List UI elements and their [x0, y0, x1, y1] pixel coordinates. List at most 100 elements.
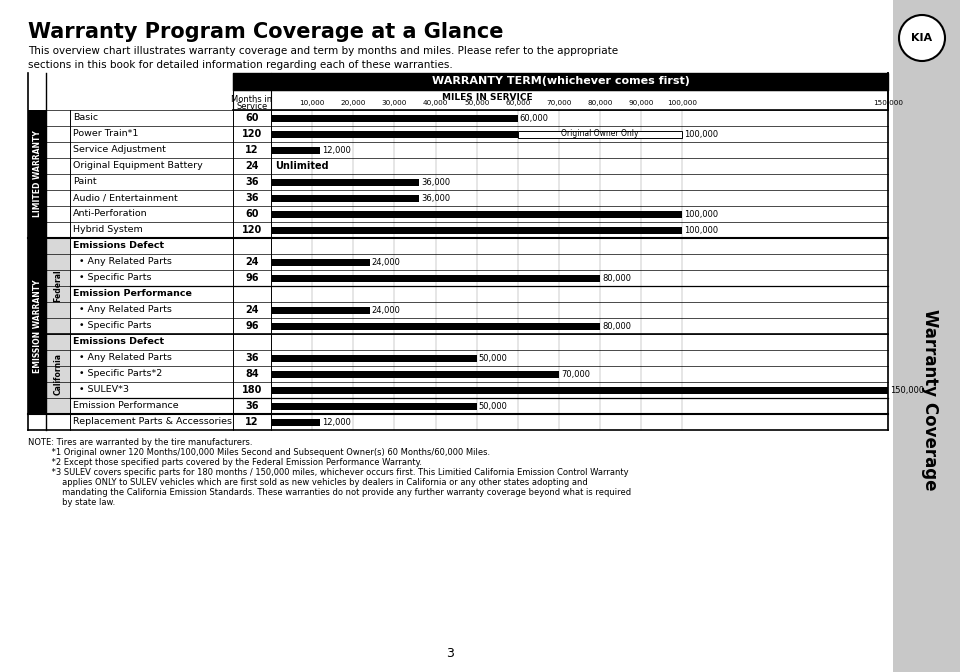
Text: by state law.: by state law.: [28, 498, 115, 507]
Text: 60: 60: [245, 209, 259, 219]
Bar: [893, 0, 960, 672]
Text: 20,000: 20,000: [341, 100, 366, 106]
Text: 12,000: 12,000: [323, 146, 351, 155]
Text: 24,000: 24,000: [372, 306, 400, 314]
Text: 50,000: 50,000: [464, 100, 490, 106]
Text: Basic: Basic: [73, 114, 98, 122]
Bar: [271, 146, 321, 153]
Text: 70,000: 70,000: [561, 370, 590, 378]
Text: 24: 24: [245, 257, 259, 267]
Bar: [271, 194, 420, 202]
Text: 80,000: 80,000: [602, 321, 631, 331]
Text: LIMITED WARRANTY: LIMITED WARRANTY: [33, 130, 41, 217]
Text: • Specific Parts: • Specific Parts: [73, 321, 152, 331]
Text: 100,000: 100,000: [684, 210, 718, 218]
Text: Original Owner Only: Original Owner Only: [562, 130, 638, 138]
Text: 80,000: 80,000: [602, 274, 631, 282]
Text: Service Adjustment: Service Adjustment: [73, 146, 166, 155]
Bar: [46, 334, 70, 414]
Bar: [271, 130, 517, 138]
Text: • Any Related Parts: • Any Related Parts: [73, 306, 172, 314]
Bar: [271, 259, 370, 265]
Text: 24: 24: [245, 305, 259, 315]
Text: 96: 96: [245, 321, 259, 331]
Text: 24: 24: [245, 161, 259, 171]
Text: Anti-Perforation: Anti-Perforation: [73, 210, 148, 218]
Text: This overview chart illustrates warranty coverage and term by months and miles. : This overview chart illustrates warranty…: [28, 46, 618, 70]
Bar: [28, 238, 46, 414]
Text: 36,000: 36,000: [421, 194, 450, 202]
Text: 36: 36: [245, 193, 259, 203]
Text: 12,000: 12,000: [323, 417, 351, 427]
Text: Emission Performance: Emission Performance: [73, 401, 179, 411]
Bar: [233, 73, 888, 90]
Text: 40,000: 40,000: [422, 100, 448, 106]
Bar: [271, 114, 517, 122]
Bar: [271, 386, 888, 394]
Text: KIA: KIA: [911, 33, 932, 43]
Text: Emission Performance: Emission Performance: [73, 290, 192, 298]
Text: 96: 96: [245, 273, 259, 283]
Text: WARRANTY TERM(whichever comes first): WARRANTY TERM(whichever comes first): [432, 77, 689, 87]
Text: • Any Related Parts: • Any Related Parts: [73, 257, 172, 267]
Bar: [271, 370, 559, 378]
Text: • SULEV*3: • SULEV*3: [73, 386, 129, 394]
Bar: [271, 403, 477, 409]
Text: 60,000: 60,000: [505, 100, 531, 106]
Text: 50,000: 50,000: [479, 401, 508, 411]
Text: Federal: Federal: [54, 269, 62, 302]
Text: 100,000: 100,000: [684, 226, 718, 235]
Text: 80,000: 80,000: [588, 100, 612, 106]
Text: *3 SULEV covers specific parts for 180 months / 150,000 miles, whichever occurs : *3 SULEV covers specific parts for 180 m…: [28, 468, 629, 477]
Text: 30,000: 30,000: [382, 100, 407, 106]
Bar: [46, 238, 70, 334]
Text: 84: 84: [245, 369, 259, 379]
Text: 36: 36: [245, 353, 259, 363]
Text: Unlimited: Unlimited: [275, 161, 328, 171]
Bar: [271, 355, 477, 362]
Text: 50,000: 50,000: [479, 353, 508, 362]
Text: Paint: Paint: [73, 177, 97, 187]
Text: Emissions Defect: Emissions Defect: [73, 241, 164, 251]
Text: 12: 12: [245, 145, 259, 155]
Text: 90,000: 90,000: [629, 100, 654, 106]
Text: applies ONLY to SULEV vehicles which are first sold as new vehicles by dealers i: applies ONLY to SULEV vehicles which are…: [28, 478, 588, 487]
Text: Audio / Entertainment: Audio / Entertainment: [73, 194, 178, 202]
Bar: [271, 226, 683, 233]
Text: mandating the California Emission Standards. These warranties do not provide any: mandating the California Emission Standa…: [28, 488, 631, 497]
Text: *2 Except those specified parts covered by the Federal Emission Performance Warr: *2 Except those specified parts covered …: [28, 458, 422, 467]
Text: 100,000: 100,000: [684, 130, 718, 138]
Text: Original Equipment Battery: Original Equipment Battery: [73, 161, 203, 171]
Text: 12: 12: [245, 417, 259, 427]
Text: *1 Original owner 120 Months/100,000 Miles Second and Subsequent Owner(s) 60 Mon: *1 Original owner 120 Months/100,000 Mil…: [28, 448, 491, 457]
Bar: [271, 323, 600, 329]
Text: 120: 120: [242, 129, 262, 139]
Text: 150,000: 150,000: [890, 386, 924, 394]
Text: 180: 180: [242, 385, 262, 395]
Text: 100,000: 100,000: [667, 100, 697, 106]
Text: • Specific Parts*2: • Specific Parts*2: [73, 370, 162, 378]
Text: 120: 120: [242, 225, 262, 235]
Text: Warranty Program Coverage at a Glance: Warranty Program Coverage at a Glance: [28, 22, 503, 42]
Text: Emissions Defect: Emissions Defect: [73, 337, 164, 347]
Text: NOTE: Tires are warranted by the tire manufacturers.: NOTE: Tires are warranted by the tire ma…: [28, 438, 252, 447]
Text: • Any Related Parts: • Any Related Parts: [73, 353, 172, 362]
Bar: [271, 306, 370, 314]
Text: California: California: [54, 353, 62, 395]
Text: 60: 60: [245, 113, 259, 123]
Text: MILES IN SERVICE: MILES IN SERVICE: [442, 93, 532, 102]
Bar: [28, 414, 70, 430]
Text: 150,000: 150,000: [873, 100, 903, 106]
Text: EMISSION WARRANTY: EMISSION WARRANTY: [33, 280, 41, 373]
Text: Power Train*1: Power Train*1: [73, 130, 138, 138]
Text: 36: 36: [245, 401, 259, 411]
Bar: [271, 210, 683, 218]
Text: Hybrid System: Hybrid System: [73, 226, 143, 235]
Bar: [271, 179, 420, 185]
Text: 60,000: 60,000: [519, 114, 549, 122]
Text: 36: 36: [245, 177, 259, 187]
Text: Service: Service: [236, 102, 268, 111]
Text: Replacement Parts & Accessories: Replacement Parts & Accessories: [73, 417, 232, 427]
Bar: [517, 130, 683, 138]
Bar: [28, 110, 46, 238]
